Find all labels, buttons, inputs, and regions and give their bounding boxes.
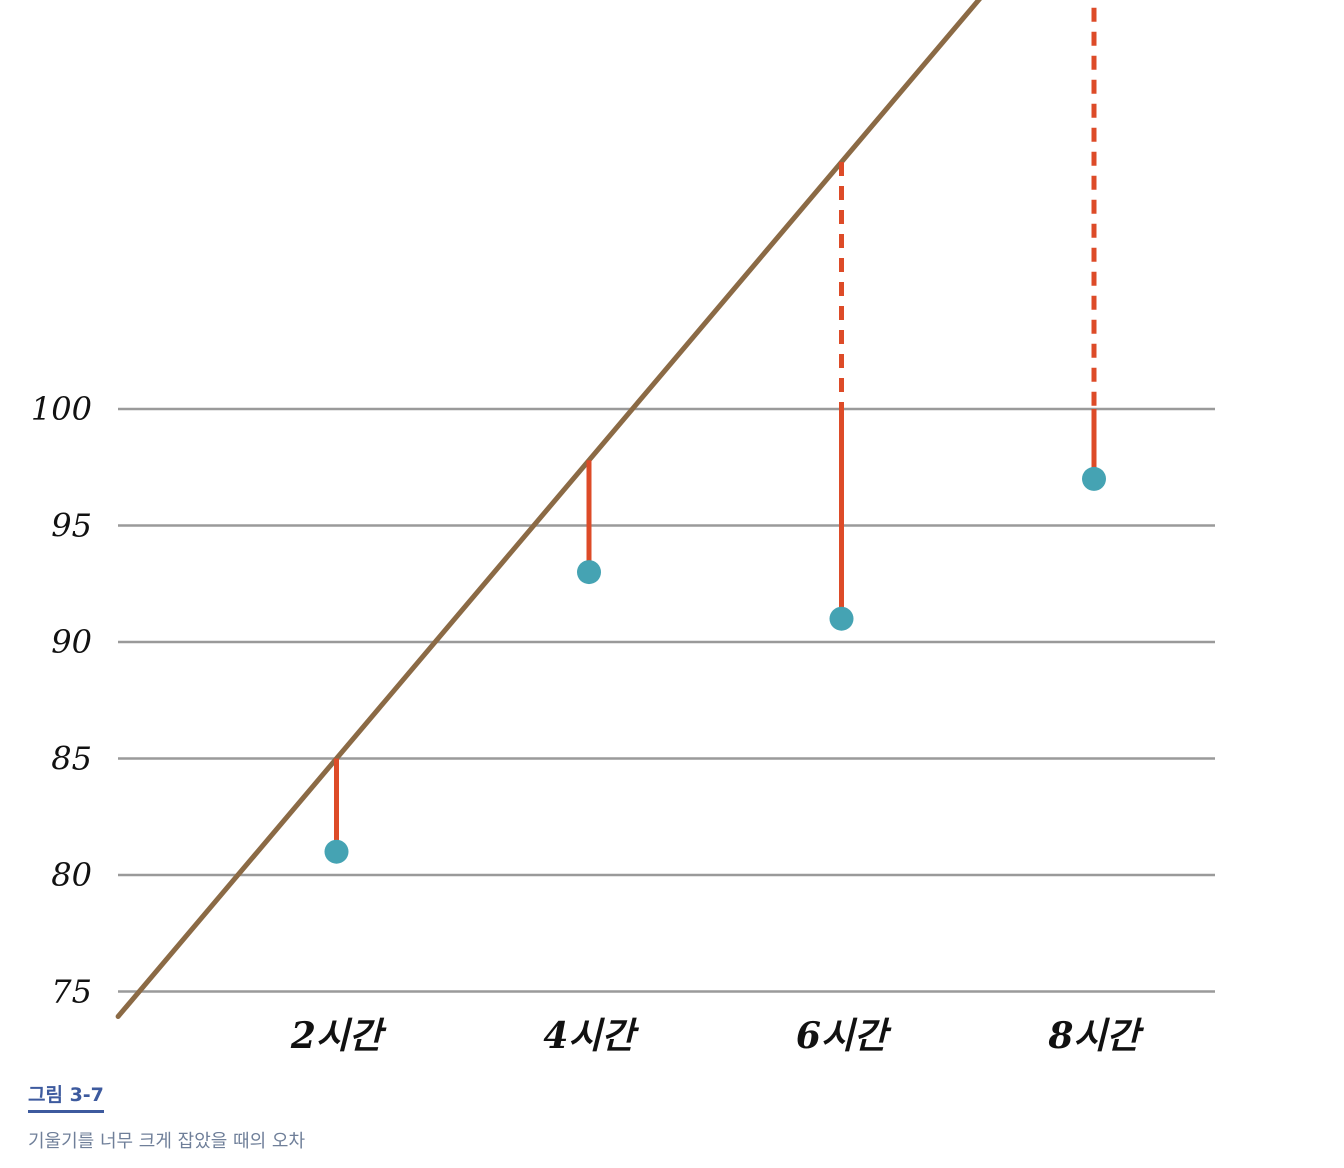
figure-caption-block: 그림 3-7 기울기를 너무 크게 잡았을 때의 오차 — [28, 1080, 305, 1153]
x-tick-label: 8시간 — [1047, 1015, 1144, 1057]
data-points — [324, 466, 1106, 864]
x-tick-label: 4시간 — [543, 1015, 639, 1057]
figure-label: 그림 3-7 — [28, 1080, 104, 1113]
y-tick-labels: 75 80 85 90 95 100 — [31, 390, 92, 1011]
y-tick-label: 80 — [51, 856, 92, 894]
fit-line-layer — [115, 0, 982, 1019]
y-tick-label: 90 — [51, 623, 92, 661]
x-tick-labels: 2시간 4시간 6시간 8시간 — [290, 1015, 1145, 1057]
x-tick-label: 2시간 — [290, 1015, 387, 1057]
fit-line — [115, 0, 982, 1019]
x-tick-label: 6시간 — [796, 1015, 892, 1057]
data-point — [829, 606, 854, 631]
data-point — [324, 839, 349, 864]
error-lines — [334, 0, 1097, 852]
y-tick-label: 75 — [51, 973, 92, 1011]
data-point — [577, 560, 601, 585]
data-point — [1082, 466, 1106, 491]
y-tick-label: 85 — [51, 740, 92, 778]
chart: 75 80 85 90 95 100 2시간 4시간 6시간 8시간 — [31, 0, 1215, 1057]
figure-caption: 기울기를 너무 크게 잡았을 때의 오차 — [28, 1131, 306, 1152]
grid-lines — [118, 407, 1215, 993]
y-tick-label: 100 — [31, 390, 92, 428]
y-tick-label: 95 — [51, 507, 92, 545]
